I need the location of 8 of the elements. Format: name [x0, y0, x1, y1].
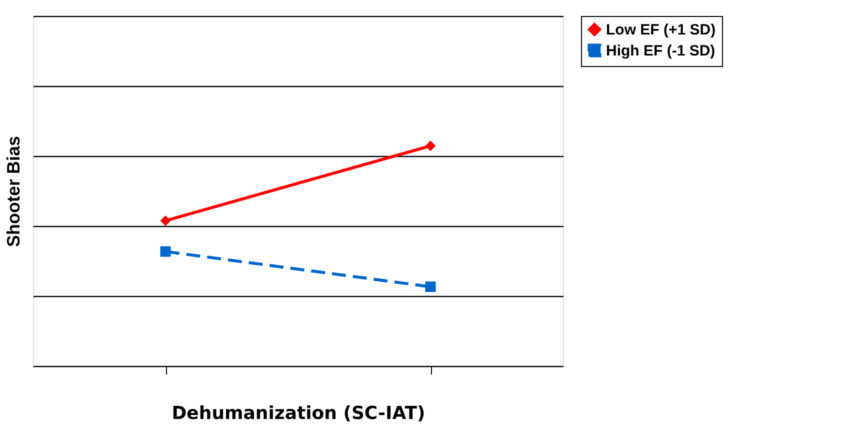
- point: [425, 140, 436, 152]
- point: [160, 215, 171, 226]
- y-axis-title: Shooter Bias: [4, 136, 24, 248]
- legend-label: High EF (-1 SD): [606, 42, 716, 60]
- legend-label: Low EF (+1 SD): [606, 22, 716, 38]
- point: [160, 246, 171, 257]
- point: [425, 282, 436, 292]
- x-axis-title: Dehumanization (SC-IAT): [172, 403, 426, 424]
